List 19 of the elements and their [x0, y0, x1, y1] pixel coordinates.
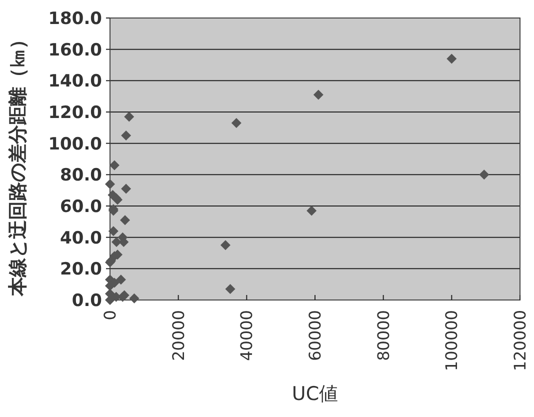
y-tick-label: 180.0 — [48, 9, 102, 29]
x-tick-label: 120000 — [510, 310, 530, 372]
y-tick-label: 0.0 — [72, 291, 102, 311]
x-tick-label: 0 — [100, 310, 120, 320]
x-tick-label: 60000 — [306, 310, 324, 361]
y-tick-label: 80.0 — [60, 166, 102, 186]
x-tick-label: 80000 — [374, 310, 393, 361]
x-axis-title: UC値 — [292, 383, 338, 405]
x-tick-label: 100000 — [442, 310, 462, 372]
y-axis-title: 本線と迂回路の差分距離（㎞） — [7, 30, 29, 297]
y-tick-label: 40.0 — [60, 228, 102, 248]
y-tick-label: 140.0 — [48, 72, 102, 92]
y-tick-label: 20.0 — [60, 260, 102, 280]
y-tick-label: 60.0 — [60, 197, 102, 217]
y-tick-label: 100.0 — [48, 134, 102, 154]
x-tick-label: 20000 — [168, 310, 188, 361]
y-tick-label: 160.0 — [48, 40, 102, 60]
x-tick-label: 40000 — [237, 310, 256, 361]
y-tick-label: 120.0 — [48, 103, 102, 123]
